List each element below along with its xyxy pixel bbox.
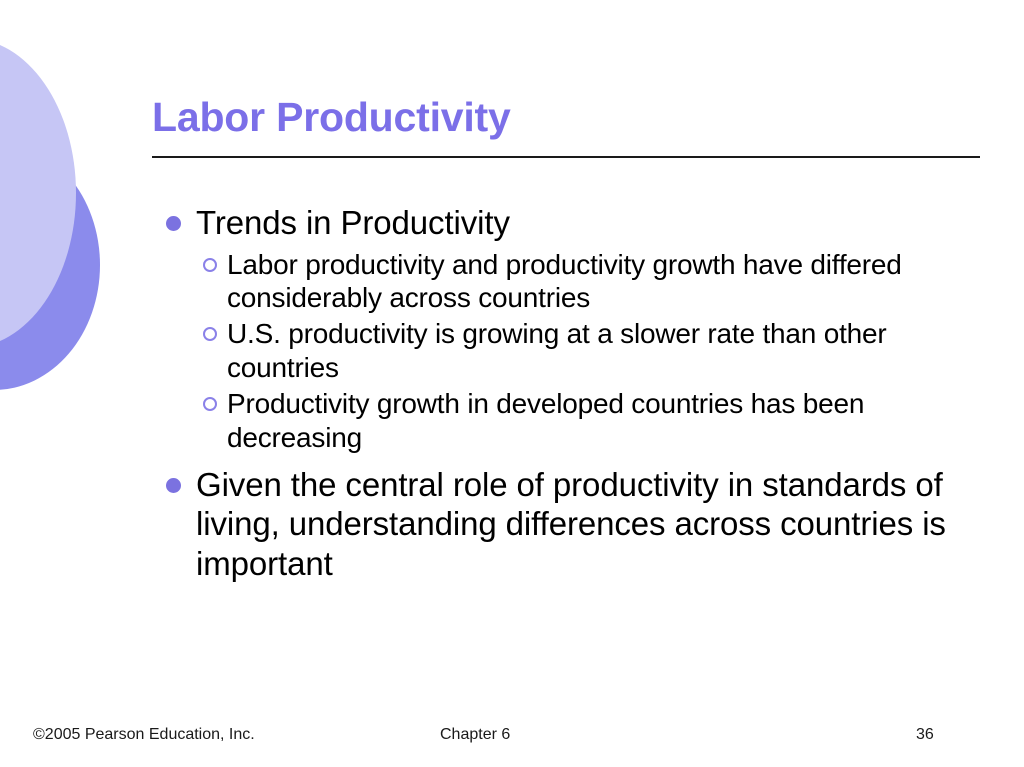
filled-circle-bullet-icon (166, 465, 196, 493)
bullet-text: Trends in Productivity (196, 204, 510, 241)
title-block: Labor Productivity (152, 94, 980, 159)
footer-page-number: 36 (916, 726, 934, 743)
bullet-text: Given the central role of productivity i… (196, 465, 946, 583)
bullet-item-level1: Trends in Productivity (166, 203, 990, 243)
bullet-text: Labor productivity and productivity grow… (227, 248, 902, 314)
decorative-circle-dark-icon (0, 140, 100, 390)
bullet-item-level1: Given the central role of productivity i… (166, 465, 990, 584)
bullet-text: U.S. productivity is growing at a slower… (227, 318, 887, 384)
hollow-circle-bullet-icon (203, 317, 227, 342)
bullet-item-level2: U.S. productivity is growing at a slower… (203, 317, 990, 385)
bullet-item-level2: Productivity growth in developed countri… (203, 387, 990, 455)
decorative-circle-light-icon (0, 38, 76, 348)
hollow-circle-bullet-icon (203, 387, 227, 412)
slide-body: Trends in Productivity Labor productivit… (166, 203, 990, 586)
title-divider (152, 156, 980, 159)
bullet-item-level2: Labor productivity and productivity grow… (203, 248, 990, 316)
bullet-text: Productivity growth in developed countri… (227, 388, 865, 453)
sub-bullet-list: Labor productivity and productivity grow… (203, 248, 990, 455)
slide-footer: ©2005 Pearson Education, Inc. Chapter 6 … (0, 726, 1024, 756)
footer-chapter: Chapter 6 (440, 726, 511, 743)
footer-copyright: ©2005 Pearson Education, Inc. (33, 726, 255, 743)
hollow-circle-bullet-icon (203, 248, 227, 272)
page-title: Labor Productivity (152, 94, 511, 140)
filled-circle-bullet-icon (166, 203, 196, 231)
